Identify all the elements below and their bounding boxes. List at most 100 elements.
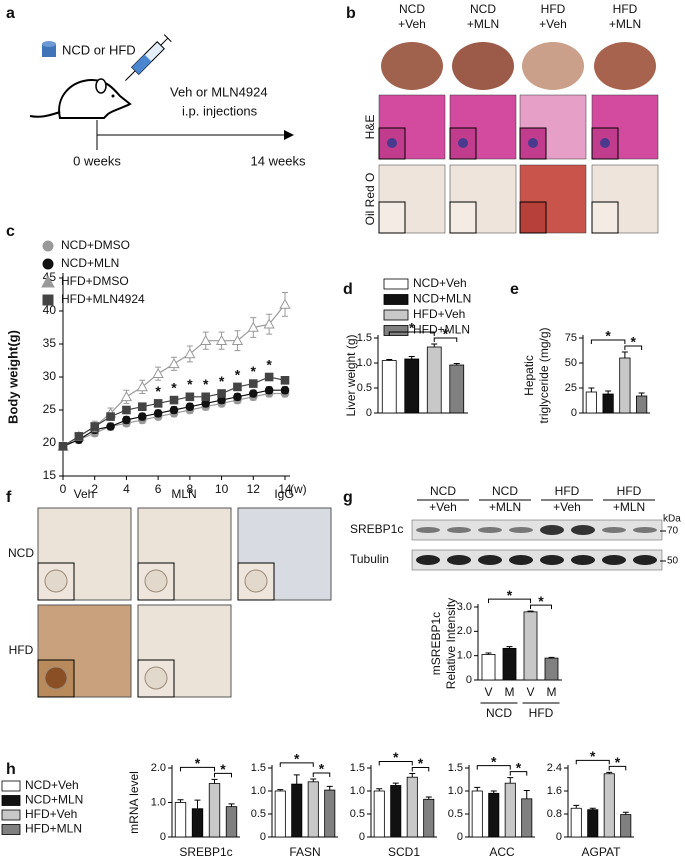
legend-label: NCD+MLN bbox=[413, 292, 471, 306]
lane-label: +MLN bbox=[613, 500, 645, 514]
significance-star: * bbox=[203, 376, 209, 392]
y-axis-label: Relative Intensity bbox=[444, 598, 458, 689]
x-tick-label: 0 bbox=[60, 482, 67, 496]
y-tick-label: 0 bbox=[260, 831, 266, 843]
row-label: Oil Red O bbox=[363, 173, 377, 226]
legend-swatch bbox=[1, 795, 21, 806]
significance-bracket bbox=[214, 772, 232, 778]
significance-star: * bbox=[171, 380, 177, 396]
y-tick-label: 0 bbox=[457, 831, 463, 843]
time-label: 14 weeks bbox=[251, 153, 306, 168]
bar bbox=[423, 798, 435, 838]
panel-g: g SREBP1c Tubulin kDa 70 50 bbox=[343, 489, 681, 566]
y-tick-label: 0 bbox=[556, 831, 562, 843]
panel-b: b H&E Oil Red O bbox=[346, 5, 377, 225]
timeline-arrow bbox=[284, 130, 294, 140]
marker bbox=[248, 379, 258, 388]
legend-label: NCD+DMSO bbox=[61, 238, 130, 252]
column-label: HFD bbox=[541, 2, 566, 16]
y-tick-label: 2.0 bbox=[151, 762, 166, 774]
legend-label: HFD+DMSO bbox=[61, 274, 129, 288]
blot-band bbox=[540, 555, 564, 565]
row-label: NCD bbox=[8, 546, 34, 560]
significance-star: * bbox=[590, 748, 596, 764]
significance-star: * bbox=[615, 754, 621, 770]
oil-inset bbox=[519, 201, 547, 234]
marker bbox=[120, 390, 133, 402]
y-tick-label: 1.0 bbox=[457, 650, 472, 662]
blot-strip bbox=[411, 519, 663, 541]
y-tick-label: 2.0 bbox=[457, 625, 472, 637]
significance-star: * bbox=[409, 320, 415, 336]
column-label: MLN bbox=[171, 487, 196, 501]
legend-label: HFD+Veh bbox=[25, 807, 77, 821]
significance-star: * bbox=[155, 383, 161, 399]
error-bar bbox=[523, 790, 530, 799]
error-bar bbox=[638, 392, 645, 396]
x-tick-label: 4 bbox=[123, 482, 130, 496]
marker bbox=[280, 385, 290, 395]
bar bbox=[620, 814, 632, 838]
error-bar bbox=[425, 796, 432, 800]
bar bbox=[570, 807, 582, 838]
significance-star: * bbox=[251, 363, 257, 379]
bar bbox=[324, 789, 336, 838]
legend-swatch bbox=[383, 325, 409, 336]
legend-swatch bbox=[1, 809, 21, 821]
he-nucleus bbox=[387, 138, 397, 148]
bar bbox=[406, 776, 418, 838]
oil-inset bbox=[449, 201, 477, 234]
significance-bracket bbox=[388, 331, 435, 336]
bar bbox=[225, 806, 238, 838]
column-label: +MLN bbox=[609, 17, 641, 31]
lane-label: +MLN bbox=[489, 500, 521, 514]
diet-text: NCD or HFD bbox=[62, 42, 136, 57]
ihc-cell bbox=[244, 569, 268, 593]
bar bbox=[488, 792, 500, 838]
significance-star: * bbox=[195, 755, 201, 771]
legend-swatch bbox=[383, 294, 409, 305]
significance-star: * bbox=[631, 334, 637, 350]
panel-a: a NCD or HFD Veh or MLN4924 i.p. injecti… bbox=[6, 5, 306, 168]
error-bar bbox=[588, 387, 595, 392]
bar bbox=[449, 364, 465, 414]
syringe-liquid bbox=[131, 54, 152, 75]
bar bbox=[585, 391, 597, 414]
y-tick-label: 0 bbox=[571, 407, 577, 419]
legend-label: NCD+MLN bbox=[25, 793, 83, 807]
bar bbox=[191, 808, 204, 838]
marker bbox=[231, 334, 244, 345]
x-unit: (w) bbox=[290, 482, 307, 496]
he-image bbox=[519, 94, 587, 160]
significance-bracket bbox=[279, 762, 314, 767]
y-tick-label: 1.6 bbox=[547, 785, 562, 797]
x-tick-label: M bbox=[505, 685, 515, 699]
legend-swatch bbox=[1, 780, 21, 792]
error-bar bbox=[392, 782, 399, 786]
significance-bracket bbox=[411, 767, 430, 772]
blot-band bbox=[447, 555, 471, 565]
blot-band bbox=[509, 555, 533, 565]
ihc-cell bbox=[44, 569, 68, 593]
y-tick-label: 50 bbox=[565, 357, 577, 369]
error-bar bbox=[376, 788, 383, 791]
error-bar bbox=[310, 778, 317, 782]
marker bbox=[248, 389, 258, 398]
blot-strip bbox=[411, 549, 663, 571]
marker bbox=[106, 412, 115, 421]
marker bbox=[264, 385, 274, 395]
mouse-tail bbox=[29, 111, 61, 118]
marker-label: 70 bbox=[667, 526, 679, 537]
blot-band bbox=[602, 527, 626, 533]
legend-swatch bbox=[383, 278, 409, 290]
legend-marker bbox=[42, 240, 54, 252]
y-tick-label: 25 bbox=[565, 382, 577, 394]
marker bbox=[169, 395, 179, 405]
marker bbox=[90, 422, 100, 431]
significance-bracket bbox=[476, 765, 511, 770]
marker bbox=[137, 412, 147, 421]
y-tick-label: 1.5 bbox=[448, 762, 463, 774]
significance-bracket bbox=[488, 598, 531, 604]
significance-star: * bbox=[516, 759, 522, 775]
legend-swatch bbox=[1, 824, 21, 835]
